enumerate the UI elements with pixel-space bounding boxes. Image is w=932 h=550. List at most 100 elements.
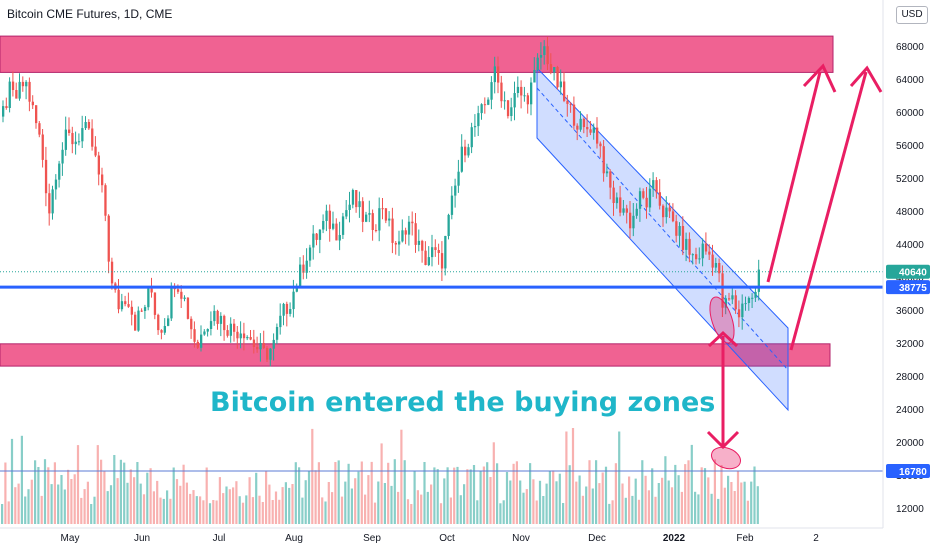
last-price-tag-bg <box>886 264 930 279</box>
volume-bar <box>505 472 509 524</box>
buying-zone <box>0 343 831 367</box>
candle-body <box>665 207 668 218</box>
volume-bar <box>410 504 413 524</box>
price-tick-label: 44000 <box>896 240 924 251</box>
volume-bar <box>746 500 749 524</box>
volume-bar <box>400 429 403 524</box>
time-axis: May Jun Jul Aug Sep Oct Nov Dec 2022 Feb 2 <box>61 533 820 544</box>
volume-bar <box>472 465 476 524</box>
volume-bar <box>697 494 700 524</box>
price-tick-label: 48000 <box>896 207 924 218</box>
candle-body <box>407 221 411 235</box>
volume-bar <box>354 478 357 524</box>
candle-body <box>5 106 8 108</box>
volume-bar <box>522 492 525 524</box>
candle-body <box>21 81 25 87</box>
candle-body <box>308 247 312 261</box>
volume-bar <box>535 500 538 524</box>
candle-body <box>467 147 470 156</box>
volume-bar <box>720 465 723 524</box>
candle-body <box>450 195 454 215</box>
volume-bar <box>499 503 502 524</box>
candle-body <box>711 254 714 268</box>
candle-body <box>25 81 28 87</box>
volume-bar <box>700 467 703 524</box>
volume-bar <box>357 471 360 524</box>
volume-bar <box>185 482 188 524</box>
volume-bar <box>463 484 466 524</box>
volume-bar <box>103 471 106 524</box>
volume-level-tag-bg <box>886 464 930 478</box>
candle-body <box>589 129 592 133</box>
volume-bar <box>727 475 730 524</box>
candle-body <box>183 297 186 299</box>
candle-body <box>186 297 190 319</box>
candle-body <box>645 197 648 208</box>
candle-body <box>226 330 229 336</box>
volume-bar <box>585 486 588 524</box>
volume-bar <box>575 481 578 524</box>
candle-body <box>685 238 688 250</box>
candle-body <box>41 134 44 160</box>
volume-bar <box>756 486 759 524</box>
candle-body <box>421 240 424 251</box>
candle-body <box>539 55 543 58</box>
volume-bar <box>146 472 149 524</box>
volume-bar <box>403 460 406 524</box>
candle-body <box>737 309 741 318</box>
candle-body <box>572 104 576 126</box>
volume-bar <box>258 495 261 524</box>
candle-body <box>318 229 322 240</box>
volume-bar <box>334 462 337 524</box>
candle-body <box>216 310 219 324</box>
volume-bar <box>340 496 344 524</box>
candle-body <box>734 295 737 310</box>
candle-body <box>543 46 546 55</box>
volume-bar <box>393 459 396 524</box>
up-arrow-2-shaft <box>789 71 868 351</box>
volume-bar <box>202 500 205 524</box>
candle-body <box>143 307 147 311</box>
up-arrow-2-head <box>849 65 883 93</box>
candle-body <box>358 201 361 208</box>
volume-bar <box>27 489 30 524</box>
volume-bar <box>433 467 436 524</box>
volume-bar <box>30 479 33 524</box>
volume-bar <box>248 477 251 524</box>
volume-bar <box>641 460 644 524</box>
candle-body <box>302 264 305 273</box>
volume-bar <box>743 481 746 524</box>
candle-body <box>28 81 31 102</box>
volume-bar <box>136 462 139 524</box>
candle-body <box>160 330 163 333</box>
volume-bar <box>86 481 89 524</box>
volume-bar <box>595 460 598 524</box>
volume-bar <box>307 470 311 524</box>
volume-bar <box>753 466 756 524</box>
time-tick-label: 2 <box>813 533 819 544</box>
volume-bar <box>364 494 367 524</box>
price-tick-label: 20000 <box>896 438 924 449</box>
candle-body <box>523 95 526 97</box>
volume-bar <box>225 486 228 524</box>
candle-body <box>530 82 533 105</box>
candle-body <box>94 146 97 156</box>
candle-body <box>381 208 384 210</box>
volume-bar <box>331 492 334 524</box>
candle-body <box>638 191 642 209</box>
volume-bar <box>304 480 307 524</box>
volume-bar <box>222 493 225 524</box>
volume-bar <box>608 503 611 524</box>
candle-body <box>500 82 503 102</box>
candle-body <box>533 70 536 83</box>
candle-body <box>609 171 612 188</box>
volume-bar <box>618 431 621 524</box>
candle-body <box>404 230 407 235</box>
candle-body <box>757 269 760 292</box>
currency-button[interactable]: USD <box>896 6 928 24</box>
candle-body <box>714 263 718 268</box>
candle-body <box>490 82 493 100</box>
candle-body <box>582 118 586 128</box>
volume-bar <box>538 480 542 524</box>
candle-body <box>190 318 193 330</box>
